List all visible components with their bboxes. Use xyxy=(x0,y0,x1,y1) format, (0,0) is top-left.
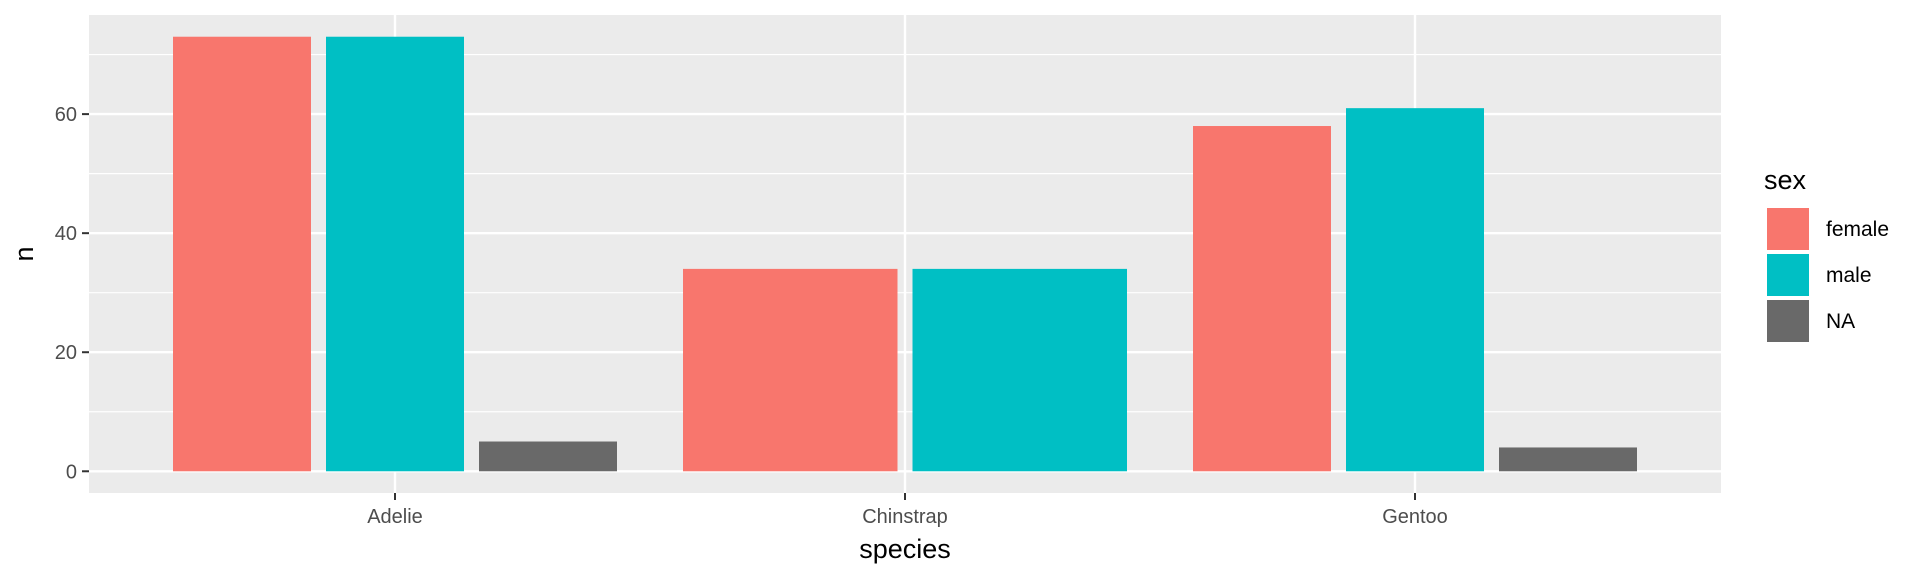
legend-key-female xyxy=(1765,206,1811,252)
legend-label: male xyxy=(1826,264,1872,287)
legend: sex female male NA xyxy=(1764,165,1889,344)
bar-adelie-na xyxy=(479,441,617,472)
y-tick-label: 40 xyxy=(55,223,77,245)
bar-chinstrap-male xyxy=(912,268,1127,472)
x-axis: Adelie Chinstrap Gentoo xyxy=(367,493,1448,528)
legend-label: female xyxy=(1826,218,1889,241)
y-tick-label: 0 xyxy=(66,461,77,483)
y-axis: 0 20 40 60 xyxy=(55,104,89,483)
bar-chinstrap-female xyxy=(683,268,898,472)
legend-title: sex xyxy=(1764,165,1807,195)
y-axis-title: n xyxy=(9,246,39,261)
x-axis-title: species xyxy=(859,534,951,564)
x-tick-label: Chinstrap xyxy=(862,506,948,528)
bar-adelie-female xyxy=(173,36,311,472)
bar-gentoo-female xyxy=(1193,126,1331,472)
y-tick-label: 60 xyxy=(55,104,77,126)
legend-key-na xyxy=(1765,298,1811,344)
bar-adelie-male xyxy=(326,36,464,472)
bars xyxy=(173,36,1637,472)
legend-key-male xyxy=(1765,252,1811,298)
bar-gentoo-male xyxy=(1346,108,1484,472)
legend-label: NA xyxy=(1826,310,1855,333)
bar-gentoo-na xyxy=(1499,447,1637,472)
x-tick-label: Adelie xyxy=(367,506,423,528)
y-tick-label: 20 xyxy=(55,342,77,364)
x-tick-label: Gentoo xyxy=(1382,506,1448,528)
